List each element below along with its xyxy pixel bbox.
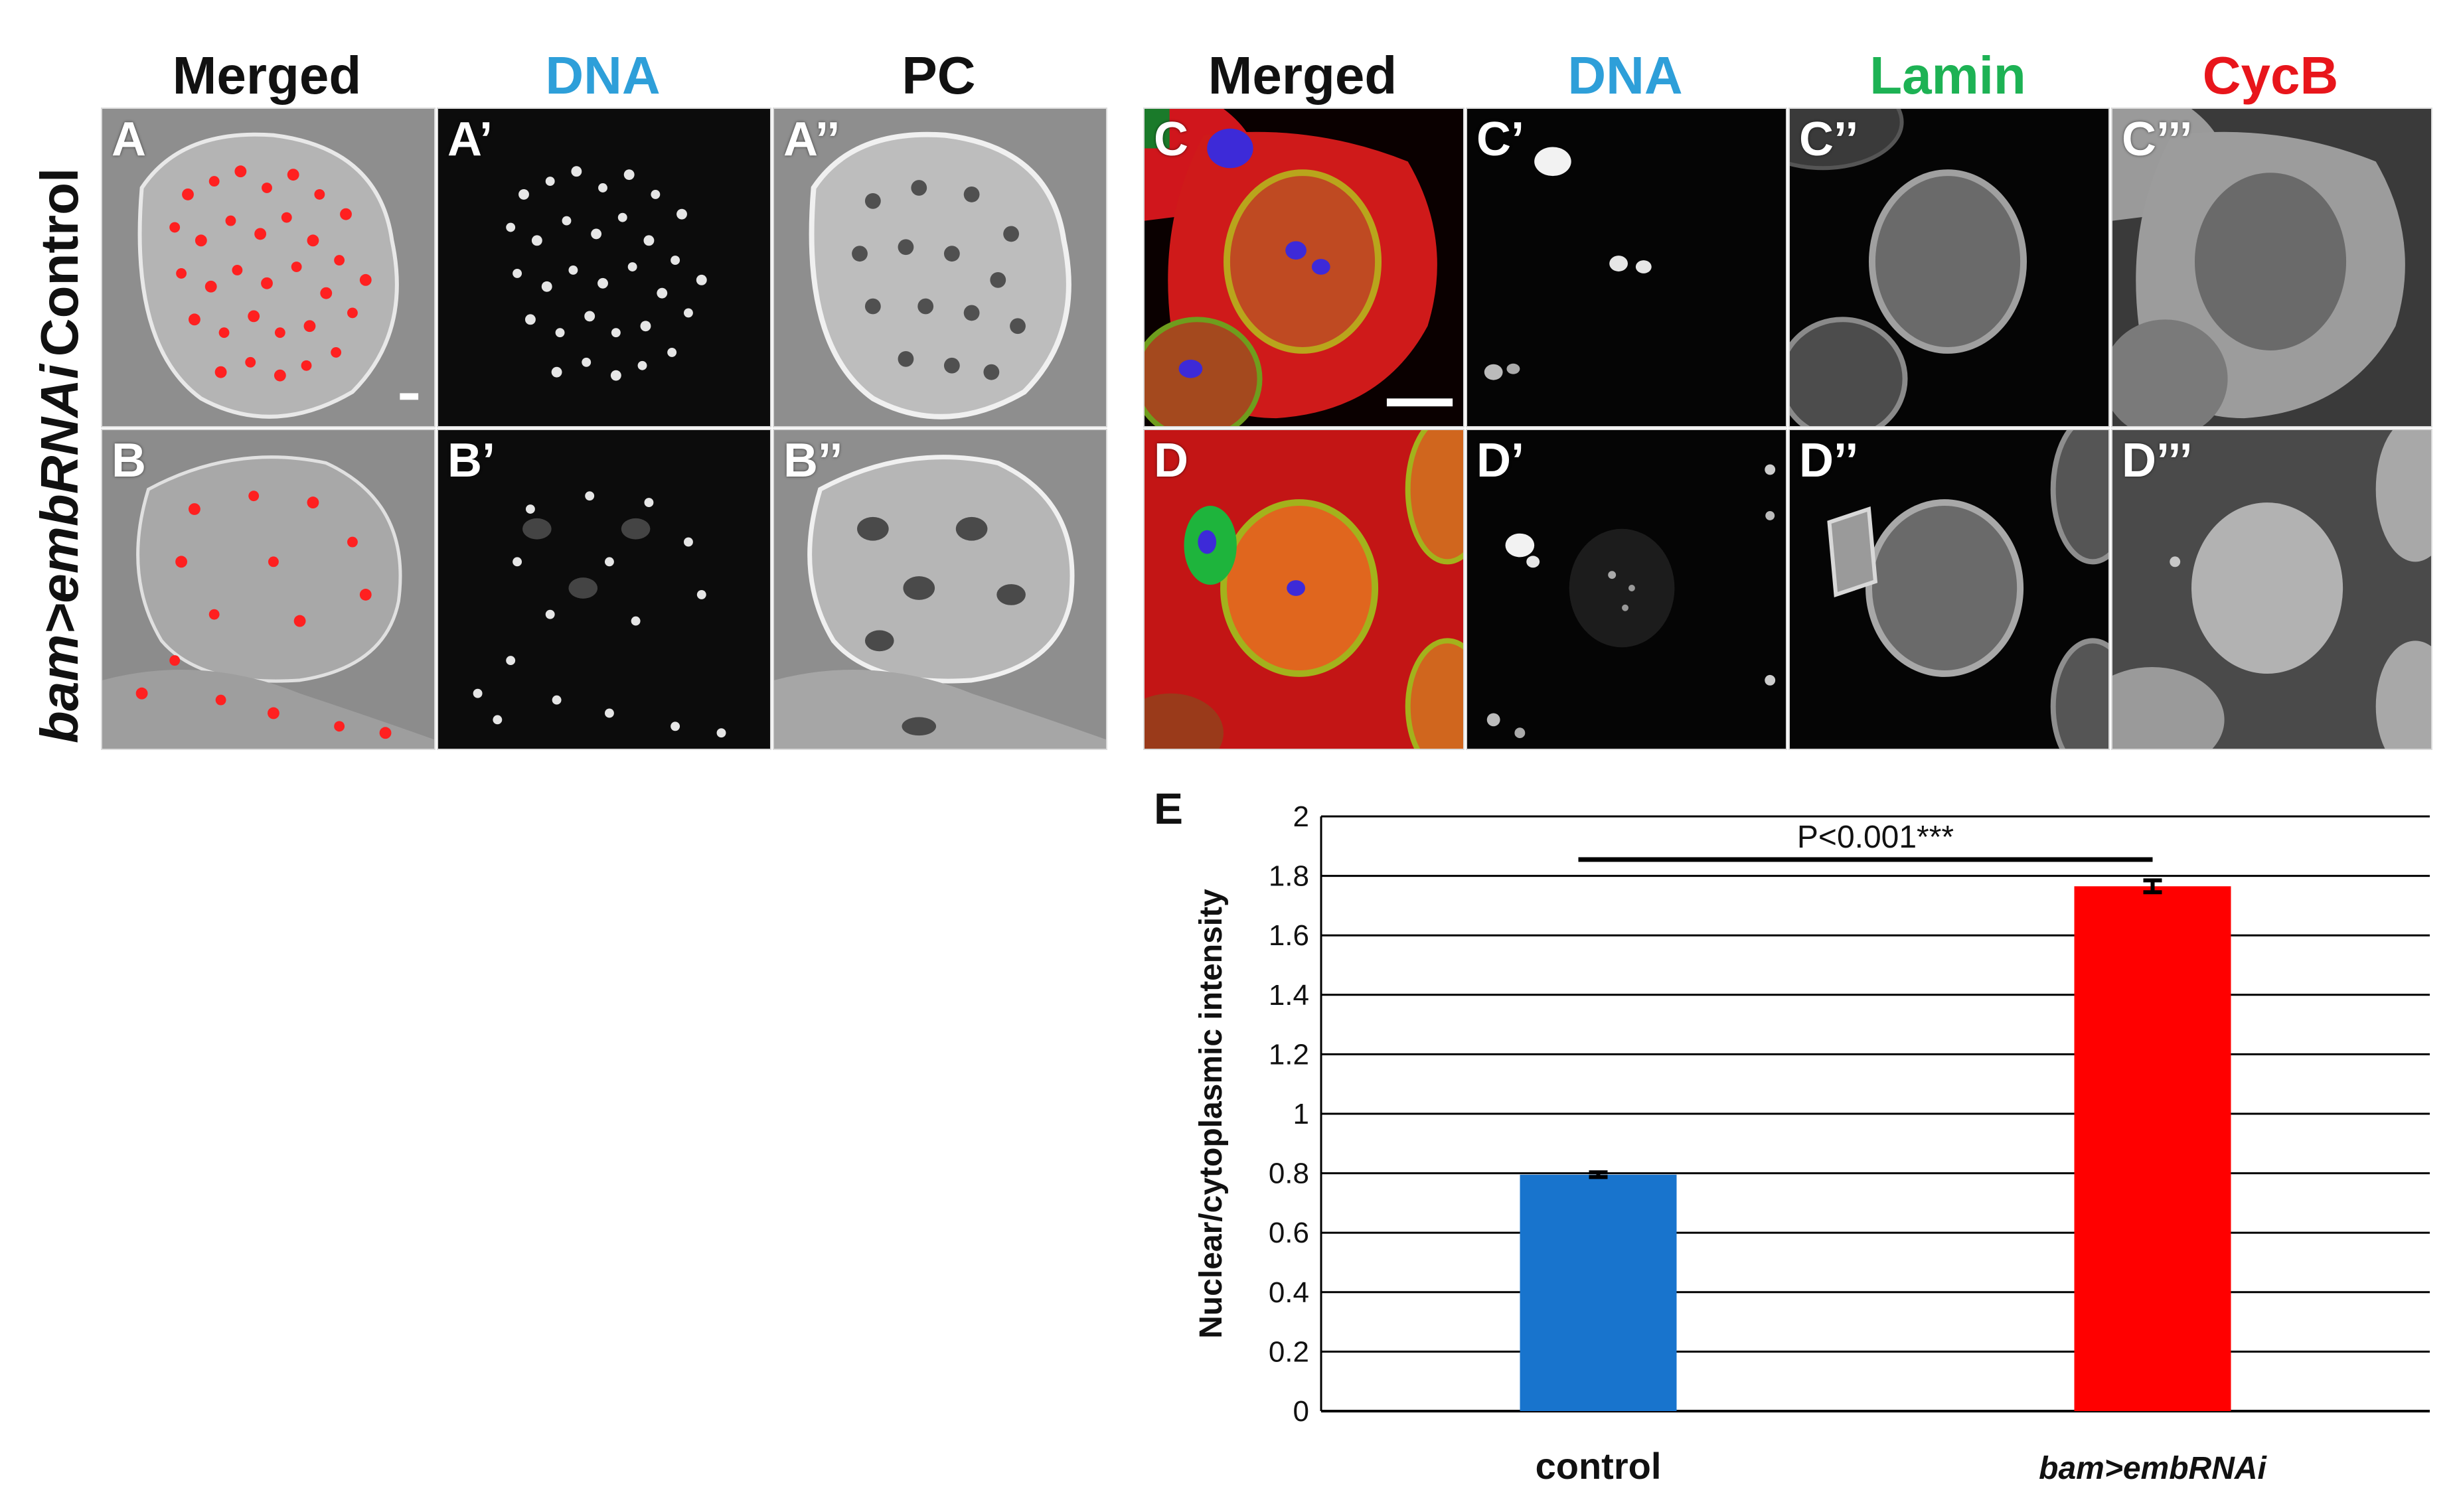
panel-label-d3: D’’’ [2122, 434, 2193, 487]
y-tick-label: 0 [1293, 1395, 1309, 1428]
panel-d3-cycb-embrnai: D’’’ [2111, 429, 2432, 750]
y-tick-label: 0.2 [1269, 1335, 1309, 1368]
panel-c2-lamin-control: C’’ [1788, 108, 2110, 427]
panel-label-c1: C’ [1476, 113, 1524, 166]
panel-a2-pc-control: A’’ [773, 108, 1107, 427]
panel-label-b1: B’ [447, 434, 495, 487]
row-header-control: Control [30, 167, 89, 357]
chart-y-ticks: 0 0.2 0.4 0.6 0.8 1 1.2 1.4 1.6 1.8 2 Nuclear/cytop… [1194, 800, 1309, 1428]
lamin-image-d2 [1790, 430, 2108, 749]
x-category-label: bam>embRNAi [2039, 1451, 2267, 1486]
y-tick-label: 2 [1293, 800, 1309, 833]
merged-image-d [1145, 430, 1463, 749]
chart-gridlines [1320, 815, 2430, 1412]
dna-image-a1 [438, 109, 770, 426]
panel-label-a: A [112, 113, 146, 166]
col-header-cycb: CycB [2202, 46, 2339, 105]
y-tick-label: 0.6 [1269, 1217, 1309, 1249]
panel-label-d: D [1154, 434, 1188, 487]
panel-d-merged-embrnai: D [1143, 429, 1465, 750]
chart-annotations: P<0.001*** [1578, 820, 2153, 862]
y-axis-label: Nuclear/cytoplasmic intensity [1194, 889, 1229, 1339]
panel-d1-dna-embrnai: D’ [1466, 429, 1787, 750]
col-header-merged-right: Merged [1208, 46, 1397, 105]
col-header-lamin: Lamin [1869, 46, 2026, 105]
col-header-merged-left: Merged [172, 46, 362, 105]
panel-a-merged-control: A [101, 108, 436, 427]
panel-label-a1: A’ [447, 113, 493, 166]
merged-image-b [102, 430, 434, 749]
panel-c-merged-control: C [1143, 108, 1465, 427]
x-category-label: control [1536, 1445, 1662, 1487]
dna-image-b1 [438, 430, 770, 749]
panel-label-c3: C’’’ [2122, 113, 2193, 166]
y-tick-label: 1.4 [1269, 979, 1309, 1012]
cycb-image-d3 [2112, 430, 2431, 749]
panel-label-d2: D’’ [1799, 434, 1859, 487]
y-tick-label: 0.8 [1269, 1158, 1309, 1190]
panel-b-merged-embrnai: B [101, 429, 436, 750]
y-tick-label: 1.2 [1269, 1038, 1309, 1071]
col-header-dna-left: DNA [545, 46, 661, 105]
panel-c1-dna-control: C’ [1466, 108, 1787, 427]
cycb-image-c3 [2112, 109, 2431, 426]
chart-bars [1520, 878, 2231, 1411]
pc-image-a2 [774, 109, 1106, 426]
panel-d2-lamin-embrnai: D’’ [1788, 429, 2110, 750]
dna-image-d1 [1467, 430, 1786, 749]
panel-c3-cycb-control: C’’’ [2111, 108, 2432, 427]
panel-label-c2: C’’ [1799, 113, 1859, 166]
panel-label-b2: B’’ [783, 434, 843, 487]
y-tick-label: 1.6 [1269, 919, 1309, 952]
significance-label: P<0.001*** [1797, 820, 1954, 855]
panel-label-c: C [1154, 113, 1188, 166]
panel-label-a2: A’’ [783, 113, 840, 166]
panel-b2-pc-embrnai: B’’ [773, 429, 1107, 750]
panel-label-e: E [1154, 784, 1184, 833]
row-header-bam-embrnai: bam>embRNAi [30, 364, 89, 743]
panel-label-b: B [112, 434, 146, 487]
dna-image-c1 [1467, 109, 1786, 426]
panel-label-d1: D’ [1476, 434, 1524, 487]
y-tick-label: 0.4 [1269, 1276, 1309, 1309]
bar-bam-embrnai [2074, 886, 2231, 1411]
chart-x-labels: control bam>embRNAi [1536, 1445, 2268, 1487]
panel-b1-dna-embrnai: B’ [437, 429, 771, 750]
bar-control [1520, 1174, 1677, 1411]
pc-image-b2 [774, 430, 1106, 749]
panel-a1-dna-control: A’ [437, 108, 771, 427]
col-header-dna-right: DNA [1567, 46, 1683, 105]
merged-image-a [102, 109, 434, 426]
bar-chart: 0 0.2 0.4 0.6 0.8 1 1.2 1.4 1.6 1.8 2 Nuclear/cytop… [1194, 800, 2430, 1487]
col-header-pc: PC [902, 46, 976, 105]
merged-image-c [1145, 109, 1463, 426]
y-tick-label: 1 [1293, 1098, 1309, 1130]
y-tick-label: 1.8 [1269, 860, 1309, 893]
lamin-image-c2 [1790, 109, 2108, 426]
